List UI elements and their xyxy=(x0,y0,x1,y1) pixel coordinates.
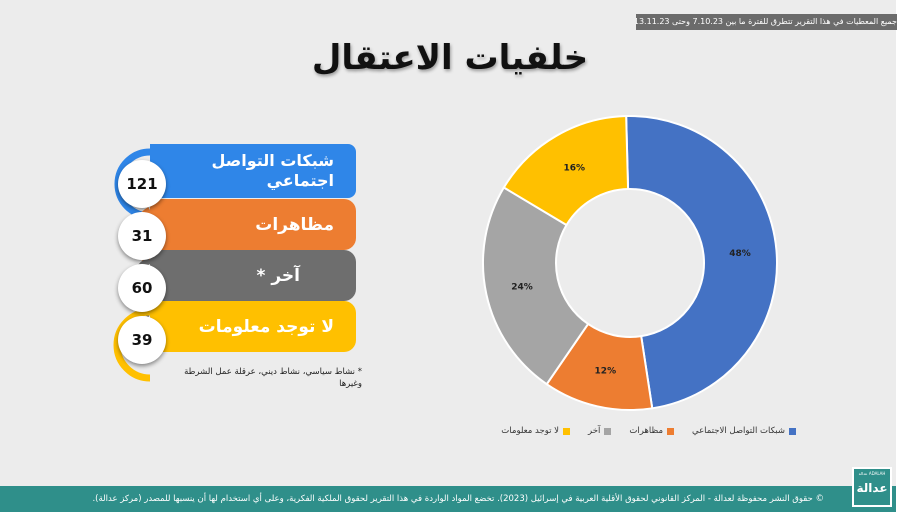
category-label-demonstrations: مظاهرات xyxy=(255,214,334,235)
adalah-logo: عدالة ADALAH عدالة xyxy=(852,467,892,507)
legend-label-social: شبكات التواصل الاجتماعي xyxy=(692,426,785,436)
donut-slice-no-info xyxy=(502,115,630,227)
legend-label-demonstrations: مظاهرات xyxy=(629,426,663,436)
donut-slice-social xyxy=(625,115,778,410)
slice-label-no-info: 16% xyxy=(563,164,585,174)
slice-label-demonstrations: 12% xyxy=(595,367,617,377)
slice-label-social: 48% xyxy=(729,249,751,259)
legend-label-other: آخر xyxy=(588,426,601,436)
legend-item-no-info: لا توجد معلومات xyxy=(501,424,571,438)
page-title: خلفيات الاعتقال xyxy=(311,38,589,78)
legend-swatch-no-info xyxy=(563,427,571,435)
category-label-no-info: لا توجد معلومات xyxy=(198,316,334,337)
count-no-info: 39 xyxy=(118,316,166,364)
legend-swatch-other xyxy=(604,427,612,435)
donut-chart: 48% 12% 24% 16% xyxy=(482,115,778,411)
category-band-no-info: لا توجد معلومات xyxy=(150,301,356,352)
legend-swatch-demonstrations xyxy=(667,427,674,435)
arc-no-info xyxy=(113,308,151,382)
legend-item-social: شبكات التواصل الاجتماعي xyxy=(692,424,796,438)
category-label-other: آخر * xyxy=(256,265,300,286)
chart-legend: شبكات التواصل الاجتماعي مظاهرات آخر لا ت… xyxy=(476,424,796,438)
category-band-other: آخر * xyxy=(150,250,356,301)
legend-swatch-social xyxy=(789,427,796,435)
legend-label-no-info: لا توجد معلومات xyxy=(501,426,560,436)
legend-item-demonstrations: مظاهرات xyxy=(629,424,674,438)
legend-item-other: آخر xyxy=(588,424,612,438)
period-note: جميع المعطيات في هذا التقرير تتطرق للفتر… xyxy=(636,14,897,30)
footnote: * نشاط سياسي، نشاط ديني، عرقلة عمل الشرط… xyxy=(184,367,362,389)
category-label-social: شبكات التواصل اجتماعي xyxy=(211,151,334,190)
slice-label-other: 24% xyxy=(511,283,533,293)
category-band-demonstrations: مظاهرات xyxy=(150,199,356,250)
copyright-footer: © حقوق النشر محفوظة لعدالة - المركز القا… xyxy=(0,486,896,512)
category-band-social: شبكات التواصل اجتماعي xyxy=(150,144,356,198)
donut-slice-other xyxy=(482,186,590,386)
count-other: 60 xyxy=(118,264,166,312)
slide-edge xyxy=(896,0,902,512)
count-demonstrations: 31 xyxy=(118,212,166,260)
logo-small-text: عدالة ADALAH xyxy=(858,471,886,476)
count-social: 121 xyxy=(118,160,166,208)
logo-text: عدالة xyxy=(856,481,888,495)
